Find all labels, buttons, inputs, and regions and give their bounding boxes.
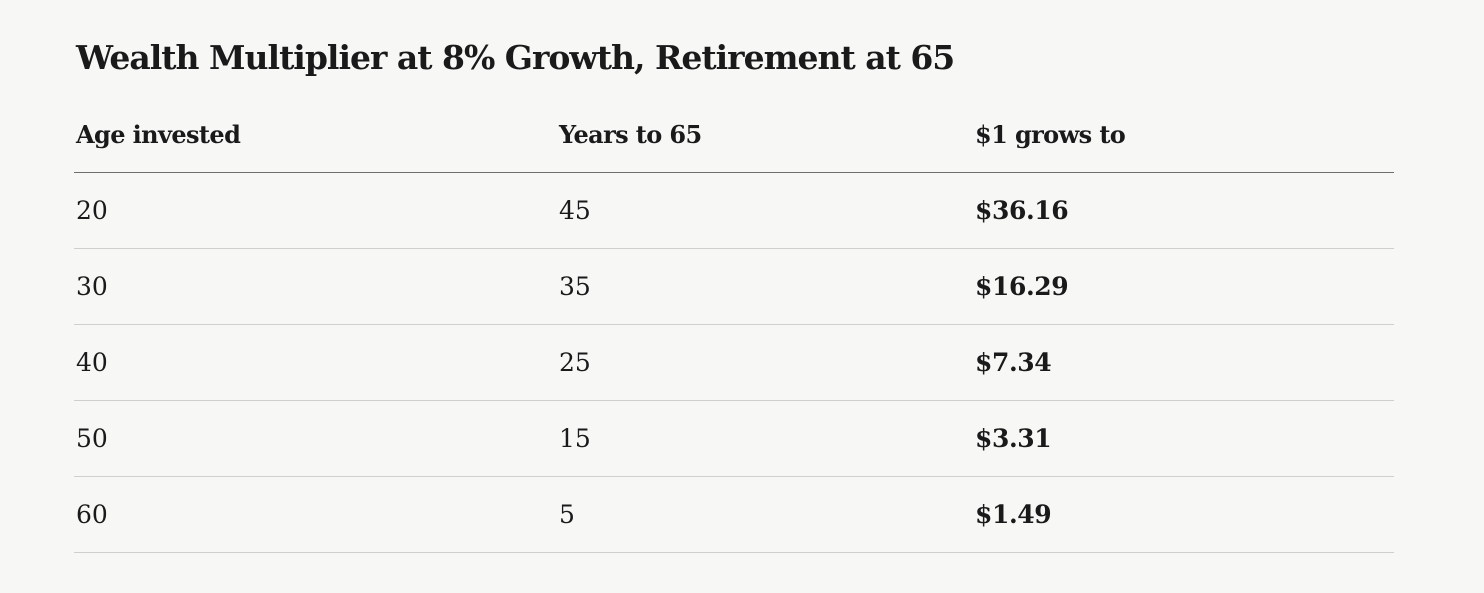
wealth-multiplier-table: Age invested Years to 65 $1 grows to 20 … xyxy=(74,97,1394,553)
cell-years-to-65: 5 xyxy=(557,476,973,553)
cell-grows-to: $16.29 xyxy=(973,248,1394,325)
header-age-invested: Age invested xyxy=(74,97,557,173)
cell-age-invested: 30 xyxy=(74,248,557,325)
cell-age-invested: 50 xyxy=(74,400,557,477)
table-header-row: Age invested Years to 65 $1 grows to xyxy=(74,97,1394,173)
table-row: 60 5 $1.49 xyxy=(74,476,1394,553)
header-dollar-grows-to: $1 grows to xyxy=(973,97,1394,173)
cell-grows-to: $7.34 xyxy=(973,324,1394,401)
cell-age-invested: 40 xyxy=(74,324,557,401)
cell-grows-to: $36.16 xyxy=(973,172,1394,249)
table-row: 50 15 $3.31 xyxy=(74,400,1394,477)
table-row: 40 25 $7.34 xyxy=(74,324,1394,401)
cell-grows-to: $1.49 xyxy=(973,476,1394,553)
table-row: 20 45 $36.16 xyxy=(74,172,1394,249)
cell-years-to-65: 15 xyxy=(557,400,973,477)
header-years-to-65: Years to 65 xyxy=(557,97,973,173)
table-row: 30 35 $16.29 xyxy=(74,248,1394,325)
cell-years-to-65: 35 xyxy=(557,248,973,325)
cell-years-to-65: 45 xyxy=(557,172,973,249)
cell-years-to-65: 25 xyxy=(557,324,973,401)
cell-grows-to: $3.31 xyxy=(973,400,1394,477)
cell-age-invested: 20 xyxy=(74,172,557,249)
table-title: Wealth Multiplier at 8% Growth, Retireme… xyxy=(76,38,955,77)
cell-age-invested: 60 xyxy=(74,476,557,553)
